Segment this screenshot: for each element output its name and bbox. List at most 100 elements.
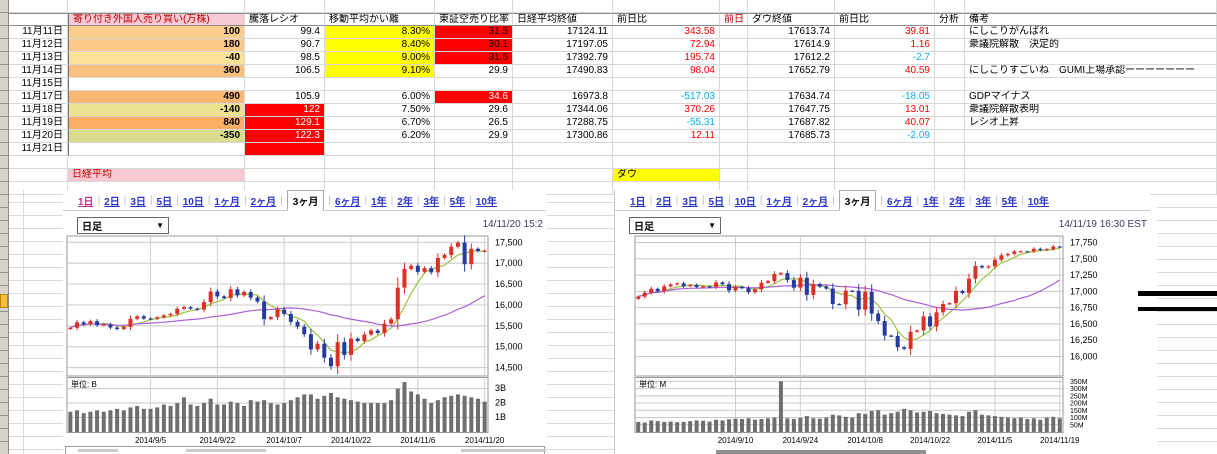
tab-2日[interactable]: 2日 — [656, 196, 672, 208]
section-label-cell[interactable] — [720, 169, 748, 182]
cell-nk[interactable]: 17392.79 — [513, 52, 613, 65]
tab-2日[interactable]: 2日 — [104, 196, 120, 208]
table-cell[interactable] — [720, 156, 748, 169]
cell-ratio[interactable] — [245, 78, 325, 91]
cell-nk[interactable]: 17288.75 — [513, 117, 613, 130]
cell-ratio[interactable]: 106.5 — [245, 65, 325, 78]
cell-nk[interactable] — [513, 78, 613, 91]
cell-madev[interactable]: 8.40% — [325, 39, 435, 52]
section-label-cell[interactable] — [435, 169, 513, 182]
row-date[interactable]: 11月14日 — [8, 65, 68, 78]
cell-prev[interactable] — [720, 65, 748, 78]
cell-short[interactable]: 29.9 — [435, 65, 513, 78]
dow-section-label[interactable]: ダウ — [613, 169, 720, 182]
tab-5日[interactable]: 5日 — [156, 196, 173, 208]
table-cell[interactable] — [513, 182, 613, 195]
cell-dow[interactable]: 17613.74 — [748, 26, 835, 39]
tab-5年[interactable]: 5年 — [1001, 196, 1018, 208]
table-cell[interactable] — [935, 156, 965, 169]
column-header-dowchg[interactable]: 前日比 — [835, 13, 935, 26]
cell-foreign[interactable]: 490 — [68, 91, 245, 104]
cell-foreign[interactable]: -40 — [68, 52, 245, 65]
tab-2ヶ月[interactable]: 2ヶ月 — [802, 196, 829, 208]
cell-note[interactable] — [965, 52, 1217, 65]
table-cell[interactable] — [513, 156, 613, 169]
cell-ratio[interactable]: 129.1 — [245, 117, 325, 130]
cell-foreign[interactable]: -350 — [68, 130, 245, 143]
cell-short[interactable]: 31.5 — [435, 26, 513, 39]
cell-madev[interactable]: 6.00% — [325, 91, 435, 104]
cell-nkchg[interactable]: 12.11 — [613, 130, 720, 143]
cell-madev[interactable]: 9.00% — [325, 52, 435, 65]
table-cell[interactable] — [513, 0, 613, 13]
tab-2ヶ月[interactable]: 2ヶ月 — [250, 196, 277, 208]
cell-ratio[interactable]: 98.5 — [245, 52, 325, 65]
cell-note[interactable] — [965, 130, 1217, 143]
cell-note[interactable]: GDPマイナス — [965, 91, 1217, 104]
nikkei-section-label[interactable]: 日経平均 — [68, 169, 245, 182]
table-cell[interactable] — [8, 0, 68, 13]
cell-madev[interactable]: 9.10% — [325, 65, 435, 78]
cell-prev[interactable] — [720, 26, 748, 39]
column-header-madev[interactable]: 移動平均かい離 — [325, 13, 435, 26]
cell-dow[interactable]: 17612.2 — [748, 52, 835, 65]
cell-nk[interactable] — [513, 143, 613, 156]
cell-note[interactable] — [965, 143, 1217, 156]
tab-6ヶ月[interactable]: 6ヶ月 — [886, 196, 913, 208]
cell-note[interactable]: にしこりすごいね GUMI上場承認ーーーーーーー — [965, 65, 1217, 78]
interval-select[interactable]: 日足 ▼ — [629, 217, 721, 234]
cell-dow[interactable]: 17634.74 — [748, 91, 835, 104]
cell-nkchg[interactable] — [613, 78, 720, 91]
table-cell[interactable] — [613, 0, 720, 13]
column-header-note[interactable]: 備考 — [965, 13, 1217, 26]
cell-dowchg[interactable]: -2.7 — [835, 52, 935, 65]
interval-select[interactable]: 日足 ▼ — [77, 217, 169, 234]
cell-ratio[interactable]: 99.4 — [245, 26, 325, 39]
cell-dow[interactable]: 17685.73 — [748, 130, 835, 143]
cell-foreign[interactable] — [68, 143, 245, 156]
cell-ana[interactable] — [935, 39, 965, 52]
cell-nk[interactable]: 17300.86 — [513, 130, 613, 143]
tab-10日[interactable]: 10日 — [734, 196, 756, 208]
row-date[interactable]: 11月12日 — [8, 39, 68, 52]
tab-3年[interactable]: 3年 — [975, 196, 992, 208]
section-label-cell[interactable] — [965, 169, 1217, 182]
tab-1日[interactable]: 1日 — [78, 196, 94, 208]
cell-prev[interactable] — [720, 104, 748, 117]
cell-dow[interactable]: 17614.9 — [748, 39, 835, 52]
cell-short[interactable]: 31.6 — [435, 52, 513, 65]
column-header-prev[interactable]: 前日 — [720, 13, 748, 26]
row-date[interactable]: 11月15日 — [8, 78, 68, 91]
cell-short[interactable]: 29.6 — [435, 104, 513, 117]
cell-nk[interactable]: 17344.06 — [513, 104, 613, 117]
cell-madev[interactable]: 7.50% — [325, 104, 435, 117]
tab-10年[interactable]: 10年 — [475, 196, 497, 208]
cell-ratio[interactable]: 90.7 — [245, 39, 325, 52]
row-date[interactable]: 11月17日 — [8, 91, 68, 104]
column-header-foreign[interactable]: 寄り付き外国人売り買い(万株) — [68, 13, 245, 26]
section-label-cell[interactable] — [513, 169, 613, 182]
section-label-cell[interactable] — [8, 169, 68, 182]
column-header-dow[interactable]: ダウ終値 — [748, 13, 835, 26]
cell-nkchg[interactable]: -55.31 — [613, 117, 720, 130]
column-header-date[interactable] — [8, 13, 68, 26]
cell-nkchg[interactable] — [613, 143, 720, 156]
cell-madev[interactable]: 6.70% — [325, 117, 435, 130]
cell-madev[interactable]: 8.30% — [325, 26, 435, 39]
cell-prev[interactable] — [720, 143, 748, 156]
cell-dow[interactable] — [748, 78, 835, 91]
tab-1年[interactable]: 1年 — [923, 196, 939, 208]
cell-short[interactable]: 26.5 — [435, 117, 513, 130]
cell-nkchg[interactable]: 72.94 — [613, 39, 720, 52]
cell-note[interactable]: にしこりがんばれ — [965, 26, 1217, 39]
tab-1ヶ月[interactable]: 1ヶ月 — [766, 196, 792, 208]
tab-1年[interactable]: 1年 — [371, 196, 387, 208]
cell-nkchg[interactable]: 195.74 — [613, 52, 720, 65]
cell-dow[interactable]: 17652.79 — [748, 65, 835, 78]
cell-ratio[interactable] — [245, 143, 325, 156]
table-cell[interactable] — [935, 0, 965, 13]
cell-madev[interactable] — [325, 78, 435, 91]
table-cell[interactable] — [435, 0, 513, 13]
cell-ana[interactable] — [935, 26, 965, 39]
tab-3ヶ月[interactable]: 3ヶ月 — [838, 190, 877, 211]
